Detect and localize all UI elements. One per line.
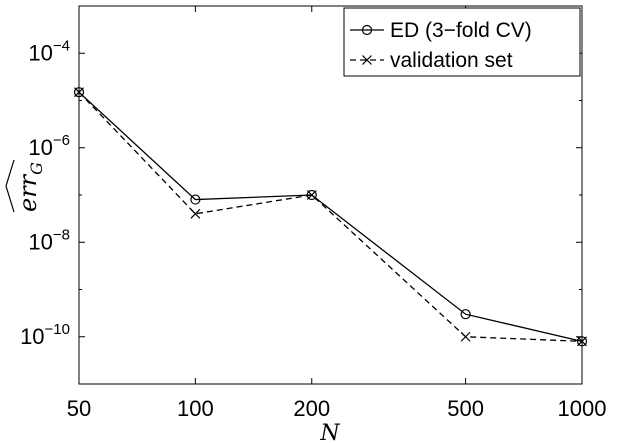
x-tick-label: 200 [293, 396, 330, 421]
x-tick-label: 1000 [558, 396, 607, 421]
marker-x [460, 331, 471, 342]
series-layer [73, 87, 588, 347]
marker-x [306, 190, 317, 200]
y-tick-base: 10 [28, 40, 52, 65]
svg-text:errG: errG [14, 162, 46, 212]
y-tick-exponent: −10 [45, 321, 70, 338]
marker-circle [361, 24, 373, 36]
x-tick-label: 500 [447, 396, 484, 421]
marker-x [577, 336, 587, 347]
legend-item: ED (3−fold CV) [350, 19, 532, 42]
y-tick-exponent: −6 [53, 132, 70, 149]
y-tick-label: 10−6 [28, 132, 70, 160]
marker-x [190, 208, 201, 219]
x-tick-label: 100 [177, 396, 214, 421]
legend-label: ED (3−fold CV) [390, 19, 532, 42]
y-tick-exponent: −8 [53, 226, 70, 243]
y-tick-label: 10−8 [28, 226, 70, 254]
legend-box [343, 7, 581, 77]
x-tick-label: 50 [67, 396, 91, 421]
marker-circle [190, 194, 201, 205]
marker-circle [306, 189, 317, 201]
y-tick-base: 10 [28, 229, 52, 254]
y-axis-label-hat [5, 159, 15, 213]
marker-x [362, 55, 372, 65]
legend-label: validation set [390, 49, 513, 72]
y-tick-exponent: −4 [53, 37, 70, 54]
series-validation-set [74, 87, 587, 347]
y-tick-label: 10−4 [28, 37, 70, 65]
marker-circle [576, 336, 588, 347]
marker-circle [460, 309, 471, 320]
y-tick-base: 10 [20, 324, 44, 349]
marker-x [74, 87, 84, 98]
y-tick-label: 10−10 [20, 321, 70, 349]
y-axis-label: errG [5, 159, 46, 213]
legend: ED (3−fold CV) validation set [343, 7, 581, 77]
x-axis-label: N [319, 421, 340, 443]
y-tick-base: 10 [28, 135, 52, 160]
legend-item: validation set [350, 49, 513, 72]
series-line [78, 91, 583, 342]
marker-circle [73, 87, 85, 98]
